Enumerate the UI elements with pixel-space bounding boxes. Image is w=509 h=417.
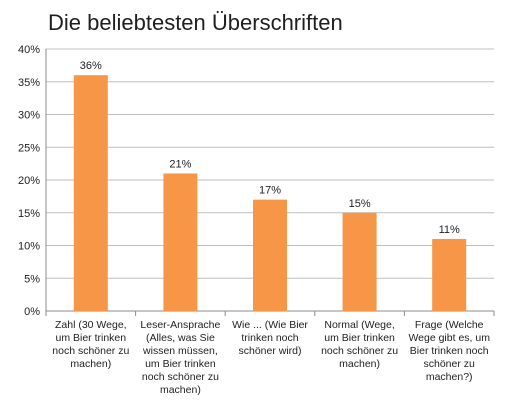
category-label-line: machen)	[70, 358, 111, 370]
category-label-line: Zahl (30 Wege,	[55, 319, 127, 331]
category-label: Frage (Welche Wege gibt es, um Bier trinke…	[408, 319, 490, 383]
category-label-line: machen)	[160, 384, 201, 396]
y-tick-label: 35%	[18, 77, 40, 89]
category-label-line: machen)	[339, 358, 380, 370]
category-label-line: Leser-Ansprache	[140, 319, 220, 331]
category-label-line: noch schöner zu	[321, 345, 398, 357]
bar	[73, 75, 108, 311]
category-label-line: noch schöner zu	[52, 345, 129, 357]
category-label: Wie ... (Wie Bier trinken noch schöner wir…	[232, 319, 308, 357]
category-label-line: schöner wird)	[238, 345, 301, 357]
data-labels: 36% 21% 17% 15% 11%	[80, 60, 460, 236]
category-label-line: Wie ... (Wie Bier	[232, 319, 308, 331]
category-label-line: Bier trinken noch	[410, 345, 489, 357]
y-tick-label: 10%	[18, 241, 40, 253]
category-label: Zahl (30 Wege, um Bier trinken noch schöne…	[52, 319, 129, 370]
category-label: Normal (Wege, um Bier trinken noch schöner…	[321, 319, 398, 370]
category-label-line: (Alles, was Sie	[146, 332, 215, 344]
y-tick-label: 40%	[18, 44, 40, 56]
data-label: 17%	[259, 185, 281, 197]
category-label-line: um Bier trinken	[324, 332, 395, 344]
data-label: 36%	[80, 60, 102, 72]
category-label-line: wissen müssen,	[142, 345, 218, 357]
bars	[73, 75, 467, 311]
bar	[253, 199, 287, 311]
y-tick-label: 30%	[18, 110, 40, 122]
category-label-line: Wege gibt es, um	[408, 332, 490, 344]
category-label-line: schöner zu	[424, 358, 476, 370]
bar	[342, 212, 377, 311]
category-label: Leser-Ansprache (Alles, was Sie wissen müs…	[140, 319, 220, 396]
y-tick-labels: 0% 5% 10% 15% 20% 25% 30% 35% 40%	[18, 44, 40, 318]
bar	[163, 173, 198, 311]
category-labels: Zahl (30 Wege, um Bier trinken noch schöne…	[52, 319, 490, 396]
category-label-line: um Bier trinken	[55, 332, 126, 344]
y-tick-label: 25%	[18, 142, 40, 154]
category-label-line: Frage (Welche	[415, 319, 484, 331]
bar	[432, 238, 467, 311]
data-label: 15%	[349, 198, 371, 210]
category-label-line: Normal (Wege,	[324, 319, 394, 331]
data-label: 21%	[169, 158, 191, 170]
data-label: 11%	[439, 224, 460, 236]
chart-title: Die beliebtesten Überschriften	[48, 10, 343, 35]
y-tick-label: 0%	[24, 306, 40, 318]
y-tick-label: 5%	[24, 273, 40, 285]
category-label-line: trinken noch	[241, 332, 298, 344]
category-label-line: machen?)	[426, 371, 473, 383]
category-label-line: um Bier trinken	[145, 358, 216, 370]
category-label-line: noch schöner zu	[142, 371, 219, 383]
y-tick-label: 20%	[18, 175, 40, 187]
y-tick-label: 15%	[18, 208, 40, 220]
